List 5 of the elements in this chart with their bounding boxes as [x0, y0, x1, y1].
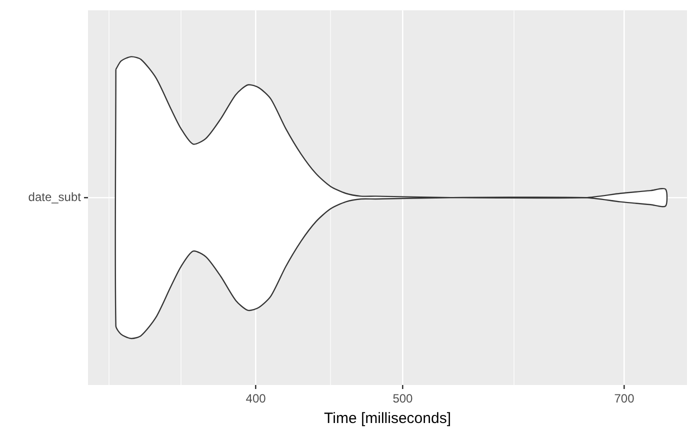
x-axis-title: Time [milliseconds]	[324, 410, 451, 428]
text: date_subt	[28, 190, 82, 204]
x-tick-label: 500	[392, 392, 414, 406]
x-tick-label: 400	[246, 392, 266, 406]
x-tick-label: 700	[614, 392, 635, 406]
